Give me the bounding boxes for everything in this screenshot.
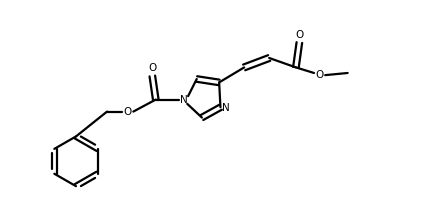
Text: O: O	[124, 107, 132, 117]
Text: O: O	[316, 70, 324, 80]
Text: O: O	[295, 30, 303, 40]
Text: O: O	[148, 63, 156, 73]
Text: N: N	[180, 95, 187, 105]
Text: N: N	[222, 103, 230, 113]
